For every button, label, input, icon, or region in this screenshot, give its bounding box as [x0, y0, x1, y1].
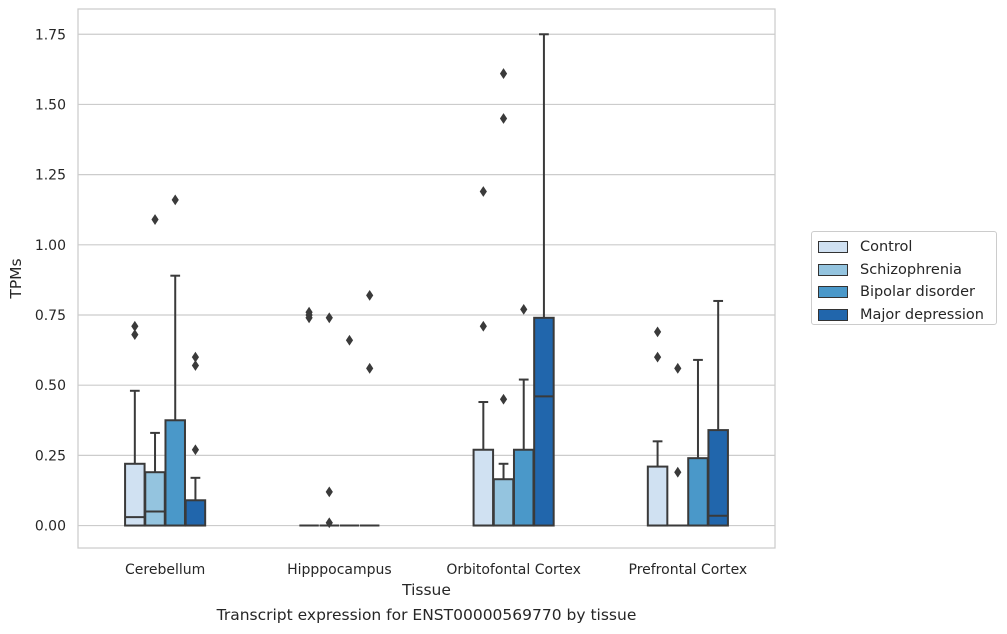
outlier-point: [499, 113, 508, 124]
legend-item-bipolar-disorder: Bipolar disorder: [818, 281, 996, 304]
box-body: [164, 419, 186, 527]
legend-swatch-bipolar-disorder: [818, 286, 848, 299]
box-major-depression: [359, 289, 380, 527]
y-tick-label: 1.00: [35, 238, 66, 254]
ticks-layer: 0.00 0.25 0.50 0.75 1.00 1.25 1.50 1.75 Cerebell…: [35, 27, 747, 578]
box-body: [184, 499, 207, 527]
outlier-point: [131, 329, 139, 341]
outlier-point: [499, 68, 508, 79]
legend: Control Schizophrenia Bipolar disorder M…: [811, 231, 997, 325]
outlier-point: [171, 194, 179, 206]
legend-label: Schizophrenia: [860, 261, 962, 278]
x-tick-label: Cerebellum: [125, 562, 205, 578]
legend-swatch-control: [818, 241, 848, 254]
x-tick-label: Orbitofontal Cortex: [446, 562, 581, 578]
outlier-point: [345, 334, 354, 346]
box-body: [707, 429, 729, 527]
box-bipolar-disorder: [164, 194, 186, 527]
outlier-point: [674, 466, 682, 478]
outlier-point: [151, 214, 159, 225]
box-body: [144, 471, 166, 527]
box-major-depression: [533, 33, 555, 527]
outlier-point: [366, 362, 374, 374]
outlier-point: [325, 517, 333, 529]
box-body: [687, 457, 709, 527]
y-tick-label: 1.75: [35, 27, 66, 43]
outlier-point: [191, 444, 200, 456]
legend-item-control: Control: [818, 236, 996, 259]
boxes-layer: [124, 33, 729, 529]
box-body: [646, 465, 669, 527]
y-tick-label: 0.25: [35, 448, 66, 464]
outlier-point: [191, 360, 200, 371]
outlier-point: [653, 351, 662, 363]
outlier-point: [305, 306, 313, 318]
y-tick-label: 0.00: [35, 519, 66, 535]
outlier-point: [325, 312, 333, 324]
y-tick-label: 1.50: [35, 97, 66, 113]
outlier-point: [479, 320, 487, 332]
y-tick-label: 0.75: [35, 308, 66, 324]
outlier-point: [325, 486, 333, 498]
box-body: [492, 478, 515, 527]
outlier-point: [479, 186, 487, 197]
box-body: [472, 448, 495, 527]
outlier-point: [366, 289, 374, 301]
box-bipolar-disorder: [512, 303, 535, 527]
box-schizophrenia: [668, 362, 688, 527]
y-axis-label: TPMs: [7, 258, 25, 299]
legend-label: Bipolar disorder: [860, 284, 975, 301]
outlier-point: [499, 393, 508, 405]
box-major-depression: [707, 299, 729, 527]
box-control: [472, 186, 495, 527]
legend-label: Major depression: [860, 306, 984, 323]
x-tick-label: Hipppocampus: [287, 562, 392, 578]
gridlines: [78, 33, 775, 527]
legend-swatch-major-depression: [818, 308, 848, 321]
box-bipolar-disorder: [339, 334, 360, 527]
box-control: [124, 320, 146, 527]
box-body: [533, 316, 555, 527]
box-body: [512, 448, 535, 527]
box-schizophrenia: [492, 68, 515, 527]
outlier-point: [674, 362, 682, 374]
y-tick-label: 0.50: [35, 378, 66, 394]
outlier-point: [191, 351, 200, 363]
x-axis-label: Tissue: [401, 581, 451, 599]
box-bipolar-disorder: [687, 358, 709, 527]
legend-item-major-depression: Major depression: [818, 304, 996, 327]
legend-label: Control: [860, 239, 913, 256]
box-control: [646, 326, 669, 527]
outlier-point: [520, 303, 528, 315]
plot-frame: [77, 8, 776, 549]
box-schizophrenia: [319, 312, 340, 529]
box-control: [299, 306, 319, 527]
box-major-depression: [184, 351, 207, 527]
box-schizophrenia: [144, 214, 166, 527]
x-tick-label: Prefrontal Cortex: [629, 562, 748, 578]
figure-caption: Transcript expression for ENST0000056977…: [216, 606, 637, 624]
outlier-point: [131, 320, 139, 332]
y-tick-label: 1.25: [35, 168, 66, 184]
legend-swatch-schizophrenia: [818, 263, 848, 276]
legend-item-schizophrenia: Schizophrenia: [818, 259, 996, 282]
outlier-point: [653, 326, 662, 338]
